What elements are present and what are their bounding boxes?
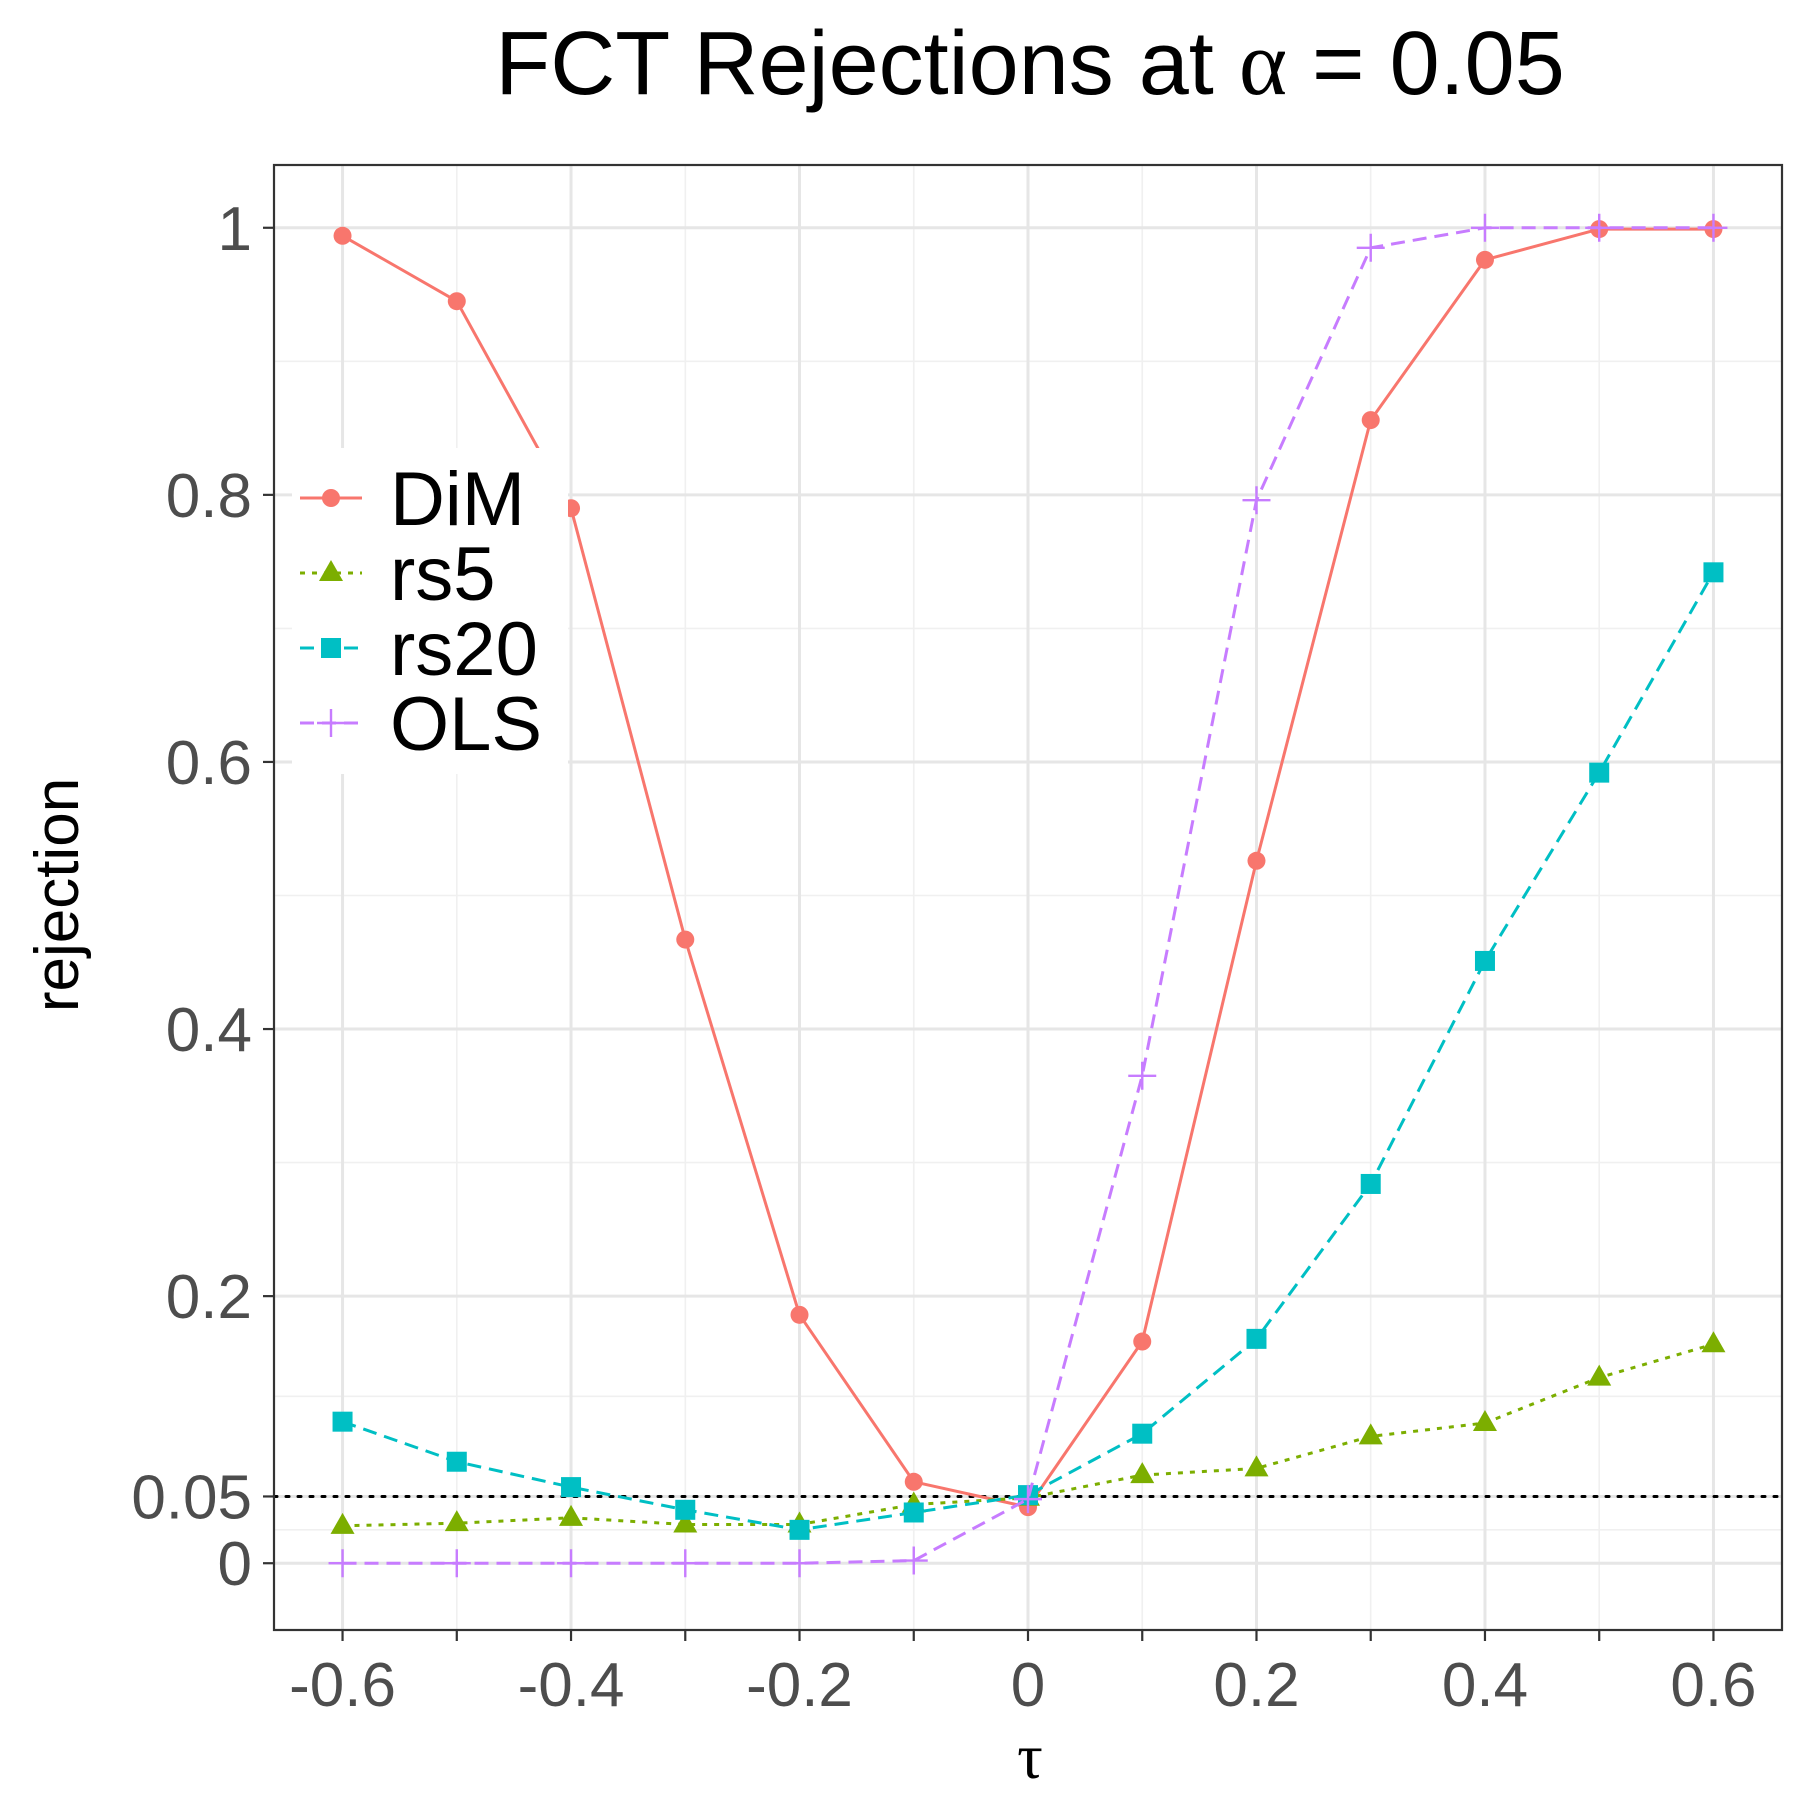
x-axis-title: τ [1017, 1721, 1043, 1792]
y-tick-label-0: 0 [218, 1530, 252, 1599]
chart-title: FCT Rejections at α = 0.05 [495, 12, 1565, 114]
point-OLS-10 [1470, 213, 1499, 242]
point-rs5-8 [1244, 1455, 1269, 1477]
point-OLS-6 [1014, 1485, 1042, 1514]
point-DiM-10 [1475, 250, 1494, 269]
point-DiM-1 [447, 292, 466, 311]
point-OLS-9 [1356, 233, 1385, 262]
point-OLS-4 [785, 1549, 814, 1578]
point-DiM-8 [1247, 851, 1266, 870]
point-rs20-0 [332, 1411, 353, 1432]
point-rs20-10 [1474, 950, 1495, 971]
point-OLS-2 [557, 1549, 586, 1578]
point-DiM-3 [676, 930, 695, 949]
point-OLS-1 [442, 1549, 471, 1578]
point-DiM-5 [904, 1472, 923, 1491]
point-rs5-7 [1130, 1462, 1155, 1484]
y-tick-label-1: 0.05 [131, 1463, 252, 1532]
x-tick-label-4: 0.2 [1213, 1651, 1299, 1720]
legend-label-rs20: rs20 [390, 607, 538, 692]
point-OLS-12 [1699, 213, 1728, 242]
chart-title-suffix: = 0.05 [1287, 14, 1565, 114]
y-tick-label-4: 0.6 [166, 729, 252, 798]
series-layer [328, 213, 1728, 1578]
point-rs5-11 [1587, 1364, 1612, 1386]
x-tick-label-6: 0.6 [1670, 1651, 1756, 1720]
point-OLS-5 [899, 1546, 928, 1575]
point-OLS-8 [1242, 486, 1271, 515]
point-DiM-7 [1133, 1332, 1152, 1351]
point-DiM-4 [790, 1305, 809, 1324]
legend-label-rs5: rs5 [390, 532, 496, 617]
point-OLS-11 [1585, 213, 1614, 242]
series-rs20 [332, 562, 1724, 1540]
series-OLS [328, 213, 1728, 1578]
point-rs20-8 [1246, 1328, 1267, 1349]
point-OLS-7 [1128, 1061, 1157, 1090]
legend-marker-rs20 [321, 638, 341, 658]
point-DiM-0 [333, 226, 352, 245]
point-OLS-3 [671, 1549, 700, 1578]
x-tick-label-3: 0 [1011, 1651, 1045, 1720]
x-tick-label-2: -0.2 [746, 1651, 853, 1720]
x-tick-label-5: 0.4 [1442, 1651, 1528, 1720]
point-rs20-9 [1360, 1173, 1381, 1194]
point-rs20-3 [675, 1499, 696, 1520]
axis-ticks [263, 226, 1715, 1641]
point-rs5-9 [1358, 1423, 1383, 1445]
legend-label-DiM: DiM [390, 457, 525, 542]
y-tick-label-2: 0.2 [166, 1263, 252, 1332]
point-rs5-3 [673, 1511, 698, 1533]
x-tick-label-0: -0.6 [289, 1651, 396, 1720]
y-tick-label-3: 0.4 [166, 996, 252, 1065]
y-tick-labels: 00.05 0.2 0.4 0.6 0.8 1 [131, 195, 252, 1599]
point-rs5-10 [1472, 1410, 1497, 1432]
chart-title-prefix: FCT Rejections at [495, 14, 1239, 114]
point-DiM-9 [1361, 411, 1380, 430]
legend-marker-OLS [317, 709, 345, 737]
point-rs20-1 [446, 1451, 467, 1472]
point-rs20-4 [789, 1519, 810, 1540]
legend-marker-DiM [322, 489, 340, 507]
chart-title-symbol: α [1239, 12, 1287, 114]
point-rs5-2 [559, 1504, 584, 1526]
x-tick-labels: -0.6 -0.4 -0.2 0 0.2 0.4 0.6 [289, 1651, 1756, 1720]
point-OLS-0 [328, 1549, 357, 1578]
legend-label-OLS: OLS [390, 682, 542, 767]
point-rs20-12 [1703, 562, 1724, 583]
y-tick-label-6: 1 [218, 195, 252, 264]
point-rs5-0 [330, 1512, 355, 1534]
legend-marker-rs5 [319, 560, 343, 581]
point-rs5-1 [444, 1510, 469, 1532]
point-rs20-2 [561, 1477, 582, 1498]
point-rs20-11 [1589, 762, 1610, 783]
y-axis-title: rejection [23, 778, 92, 1012]
grid-major [274, 165, 1782, 1630]
x-tick-label-1: -0.4 [518, 1651, 625, 1720]
point-rs20-5 [903, 1502, 924, 1523]
point-rs5-12 [1701, 1331, 1726, 1353]
y-tick-label-5: 0.8 [166, 462, 252, 531]
point-rs20-7 [1132, 1423, 1153, 1444]
